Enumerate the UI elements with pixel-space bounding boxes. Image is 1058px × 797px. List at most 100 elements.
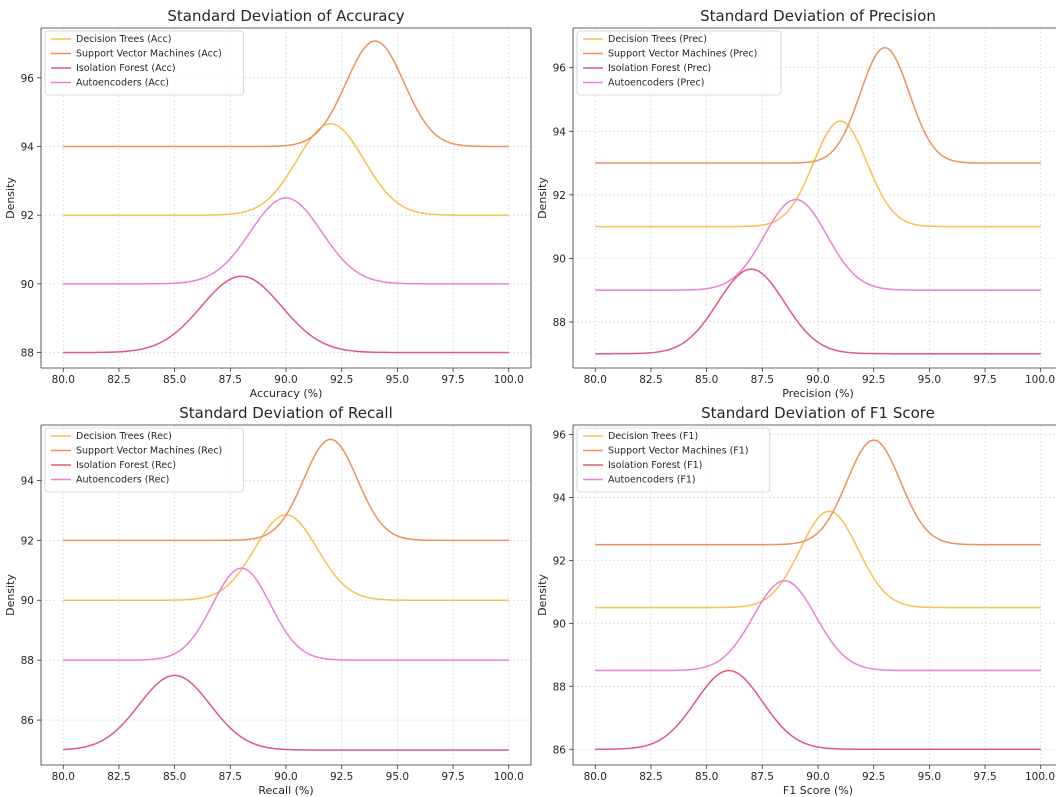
x-tick-label: 97.5: [973, 374, 996, 386]
legend-label: Support Vector Machines (F1): [608, 446, 749, 457]
x-axis-label: F1 Score (%): [783, 784, 853, 797]
series-line-decision-trees: [63, 123, 509, 216]
y-axis-label: Density: [536, 574, 549, 616]
series-line-isolation-forest: [595, 669, 1041, 751]
chart-panel-1: 80.0 82.5 85.0 87.5 90.0 92.5 95.0 97.5 100.0 88 9…: [4, 7, 532, 400]
x-tick-label: 80.0: [52, 374, 75, 386]
legend: Decision Trees (Prec) Support Vector Mach…: [576, 30, 782, 96]
y-axis-label: Density: [4, 574, 17, 616]
x-tick-label: 100.0: [1025, 771, 1055, 783]
series-line-isolation-forest: [595, 268, 1041, 355]
legend-label: Autoencoders (Rec): [76, 475, 169, 486]
y-tick-label: 92: [553, 555, 566, 567]
legend-label: Isolation Forest (Rec): [76, 460, 176, 471]
y-axis-label: Density: [4, 177, 17, 219]
legend-label: Autoencoders (F1): [608, 475, 696, 486]
series-line-autoencoders: [63, 567, 509, 661]
y-tick-label: 94: [21, 141, 35, 153]
y-tick-label: 96: [553, 63, 567, 75]
x-tick-label: 90.0: [274, 771, 297, 783]
y-tick-label: 94: [553, 492, 567, 504]
x-tick-label: 87.5: [219, 771, 242, 783]
legend-label: Decision Trees (Acc): [76, 34, 171, 45]
series-line-svm: [63, 438, 509, 542]
legend-label: Support Vector Machines (Acc): [76, 49, 222, 60]
y-tick-label: 90: [21, 595, 34, 607]
series-line-svm: [595, 46, 1041, 164]
series-lines: [63, 438, 509, 751]
chart-title: Standard Deviation of Accuracy: [167, 7, 404, 25]
y-tick-label: 92: [21, 210, 34, 222]
x-tick-label: 97.5: [441, 771, 464, 783]
x-tick-label: 95.0: [918, 771, 941, 783]
y-tick-label: 94: [21, 475, 35, 487]
y-tick-label: 86: [21, 715, 35, 727]
y-tick-label: 90: [553, 253, 566, 265]
y-tick-label: 88: [21, 655, 34, 667]
x-tick-label: 90.0: [806, 771, 829, 783]
series-line-isolation-forest: [63, 674, 509, 751]
legend-frame: [44, 427, 244, 493]
x-axis-label: Precision (%): [782, 387, 854, 400]
chart-panel-2: 80.0 82.5 85.0 87.5 90.0 92.5 95.0 97.5 100.0 88 9…: [536, 7, 1056, 400]
chart-title: Standard Deviation of Precision: [700, 7, 936, 25]
x-tick-label: 82.5: [639, 374, 662, 386]
legend-frame: [44, 30, 244, 96]
x-tick-label: 95.0: [918, 374, 941, 386]
x-tick-label: 80.0: [584, 771, 607, 783]
x-tick-label: 100.0: [494, 374, 524, 386]
legend: Decision Trees (Acc) Support Vector Machi…: [44, 30, 244, 96]
y-tick-label: 92: [553, 190, 566, 202]
series-line-svm: [63, 40, 509, 148]
x-tick-label: 95.0: [386, 374, 409, 386]
chart-panel-4: 80.0 82.5 85.0 87.5 90.0 92.5 95.0 97.5 100.0 86 8…: [536, 404, 1056, 797]
x-tick-label: 100.0: [494, 771, 524, 783]
x-tick-label: 82.5: [107, 374, 130, 386]
x-tick-label: 90.0: [274, 374, 297, 386]
legend-label: Decision Trees (Prec): [608, 34, 707, 45]
x-tick-label: 85.0: [695, 374, 718, 386]
chart-title: Standard Deviation of F1 Score: [701, 404, 935, 422]
series-lines: [595, 439, 1041, 751]
series-line-decision-trees: [595, 120, 1041, 228]
legend-label: Decision Trees (Rec): [76, 431, 172, 442]
y-tick-label: 88: [21, 348, 34, 360]
y-axis-label: Density: [536, 177, 549, 219]
y-tick-label: 88: [553, 317, 566, 329]
x-tick-label: 82.5: [639, 771, 662, 783]
legend-label: Isolation Forest (Acc): [76, 63, 176, 74]
x-tick-label: 92.5: [330, 374, 353, 386]
y-tick-label: 90: [553, 618, 566, 630]
x-axis-label: Recall (%): [258, 784, 313, 797]
x-tick-label: 92.5: [862, 374, 885, 386]
y-tick-label: 96: [553, 429, 567, 441]
y-tick-label: 92: [21, 535, 34, 547]
legend: Decision Trees (F1) Support Vector Machin…: [576, 427, 771, 493]
legend-frame: [576, 30, 782, 96]
x-tick-label: 97.5: [441, 374, 464, 386]
series-line-autoencoders: [595, 198, 1041, 291]
legend-frame: [576, 427, 771, 493]
x-tick-label: 90.0: [806, 374, 829, 386]
series-line-autoencoders: [63, 197, 509, 285]
y-tick-label: 94: [553, 126, 567, 138]
x-tick-label: 97.5: [973, 771, 996, 783]
x-tick-label: 80.0: [52, 771, 75, 783]
x-tick-label: 80.0: [584, 374, 607, 386]
x-axis-label: Accuracy (%): [250, 387, 323, 400]
legend-label: Autoencoders (Prec): [608, 78, 704, 89]
legend-label: Isolation Forest (F1): [608, 460, 702, 471]
series-lines: [63, 40, 509, 354]
y-tick-label: 88: [553, 681, 566, 693]
legend: Decision Trees (Rec) Support Vector Machi…: [44, 427, 244, 493]
legend-label: Support Vector Machines (Rec): [76, 446, 222, 457]
y-tick-label: 96: [21, 73, 35, 85]
x-tick-label: 92.5: [862, 771, 885, 783]
x-tick-label: 82.5: [107, 771, 130, 783]
y-tick-label: 86: [553, 744, 567, 756]
legend-label: Autoencoders (Acc): [76, 78, 169, 89]
series-line-isolation-forest: [63, 275, 509, 354]
series-lines: [595, 46, 1041, 355]
series-line-svm: [595, 439, 1041, 546]
